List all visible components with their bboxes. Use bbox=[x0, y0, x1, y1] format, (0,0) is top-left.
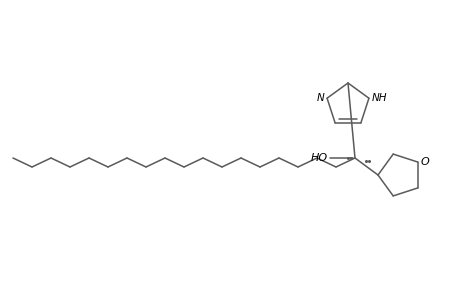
Text: HO: HO bbox=[310, 153, 327, 163]
Text: N: N bbox=[316, 93, 324, 103]
Text: O: O bbox=[420, 157, 429, 167]
Text: NH: NH bbox=[371, 93, 386, 103]
